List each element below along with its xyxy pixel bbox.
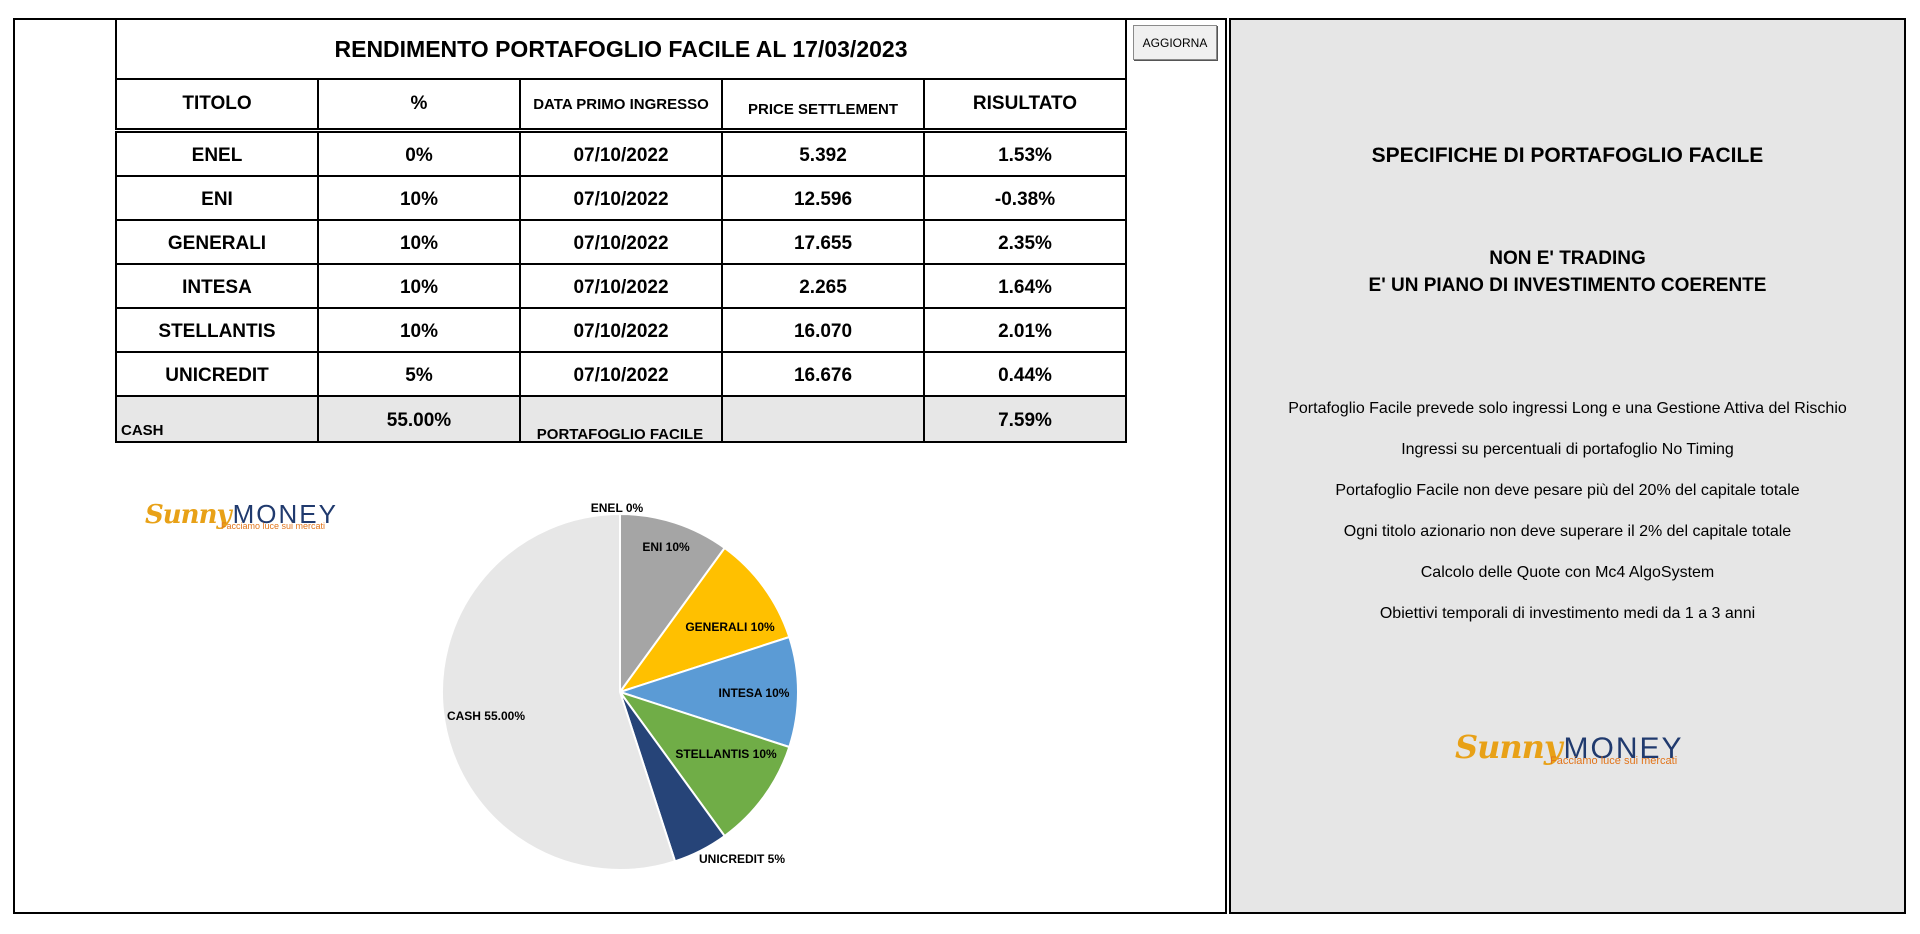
cash-empty-price bbox=[721, 395, 925, 443]
cash-risultato: 7.59% bbox=[923, 395, 1127, 443]
cell-titolo: STELLANTIS bbox=[115, 307, 319, 353]
cash-empty-data bbox=[519, 395, 723, 443]
logo-tagline: Facciamo luce sui mercati bbox=[1550, 755, 1678, 767]
spec-item: Ingressi su percentuali di portafoglio N… bbox=[1401, 441, 1734, 458]
cell-price: 16.070 bbox=[721, 307, 925, 353]
pie-label-unicredit: UNICREDIT 5% bbox=[699, 852, 785, 866]
pie-slice-intesa bbox=[616, 635, 799, 749]
cell-risultato: 2.01% bbox=[923, 307, 1127, 353]
logo-money-text: MONEY bbox=[1563, 732, 1684, 765]
pie-label-eni: ENI 10% bbox=[642, 540, 690, 554]
cell-risultato: -0.38% bbox=[923, 175, 1127, 221]
cell-price: 12.596 bbox=[721, 175, 925, 221]
spec-item: Portafoglio Facile non deve pesare più d… bbox=[1335, 482, 1800, 499]
pie-slice-eni bbox=[619, 512, 727, 696]
logo-tagline: Facciamo luce sui mercati bbox=[221, 521, 326, 531]
cell-risultato: 1.64% bbox=[923, 263, 1127, 309]
cell-percent: 10% bbox=[317, 263, 521, 309]
cell-titolo: ENI bbox=[115, 175, 319, 221]
pie-slice-cash bbox=[441, 512, 677, 871]
pie-label-generali: GENERALI 10% bbox=[685, 620, 775, 634]
table-header-row: TITOLO % DATA PRIMO INGRESSO PRICE SETTL… bbox=[115, 78, 1127, 132]
sunny-money-logo: Sunny MONEY Facciamo luce sui mercati bbox=[145, 496, 338, 531]
specs-panel: SPECIFICHE DI PORTAFOGLIO FACILE NON E' … bbox=[1229, 18, 1906, 914]
cell-percent: 0% bbox=[317, 129, 521, 177]
table-row: ENEL 0% 07/10/2022 5.392 1.53% bbox=[115, 129, 1127, 177]
specs-title: SPECIFICHE DI PORTAFOGLIO FACILE bbox=[1371, 144, 1764, 167]
cell-percent: 10% bbox=[317, 175, 521, 221]
spec-item: Calcolo delle Quote con Mc4 AlgoSystem bbox=[1420, 564, 1715, 581]
cell-data: 07/10/2022 bbox=[519, 175, 723, 221]
logo-sunny-text: Sunny bbox=[1455, 728, 1562, 766]
cell-percent: 10% bbox=[317, 219, 521, 265]
cell-price: 2.265 bbox=[721, 263, 925, 309]
notice-line-1: NON E' TRADING bbox=[1489, 248, 1646, 269]
cell-risultato: 1.53% bbox=[923, 129, 1127, 177]
pie-label-stellantis: STELLANTIS 10% bbox=[675, 747, 777, 761]
cell-titolo: GENERALI bbox=[115, 219, 319, 265]
cell-risultato: 0.44% bbox=[923, 351, 1127, 397]
performance-table: RENDIMENTO PORTAFOGLIO FACILE AL 17/03/2… bbox=[115, 18, 1127, 443]
cell-risultato: 2.35% bbox=[923, 219, 1127, 265]
chart-title: PORTAFOGLIO FACILE bbox=[536, 426, 704, 443]
cell-data: 07/10/2022 bbox=[519, 219, 723, 265]
pie-label-enel: ENEL 0% bbox=[591, 501, 644, 515]
cell-data: 07/10/2022 bbox=[519, 351, 723, 397]
aggiorna-button[interactable]: AGGIORNA bbox=[1133, 25, 1217, 60]
table-row: STELLANTIS 10% 07/10/2022 16.070 2.01% bbox=[115, 307, 1127, 353]
column-header-risultato: RISULTATO bbox=[923, 78, 1127, 132]
pie-label-cash: CASH 55.00% bbox=[447, 709, 525, 723]
cell-titolo: ENEL bbox=[115, 129, 319, 177]
pie-slice-stellantis bbox=[617, 690, 791, 838]
logo-money-text: MONEY bbox=[232, 499, 338, 529]
cell-percent: 5% bbox=[317, 351, 521, 397]
table-row: UNICREDIT 5% 07/10/2022 16.676 0.44% bbox=[115, 351, 1127, 397]
cash-row: CASH 55.00% 7.59% bbox=[115, 395, 1127, 443]
cell-data: 07/10/2022 bbox=[519, 307, 723, 353]
notice-line-2: E' UN PIANO DI INVESTIMENTO COERENTE bbox=[1368, 275, 1767, 296]
portfolio-pie-chart: ENEL 0% ENI 10% GENERALI 10% INTESA 10% STEL… bbox=[441, 501, 799, 871]
cell-price: 5.392 bbox=[721, 129, 925, 177]
cell-titolo: INTESA bbox=[115, 263, 319, 309]
table-title: RENDIMENTO PORTAFOGLIO FACILE AL 17/03/2… bbox=[115, 18, 1127, 80]
table-row: ENI 10% 07/10/2022 12.596 -0.38% bbox=[115, 175, 1127, 221]
cell-data: 07/10/2022 bbox=[519, 129, 723, 177]
column-header-percent: % bbox=[317, 78, 521, 132]
cash-percent: 55.00% bbox=[317, 395, 521, 443]
column-header-price-settlement: PRICE SETTLEMENT bbox=[721, 78, 925, 132]
cash-label: CASH bbox=[115, 395, 319, 443]
sunny-money-logo: Sunny MONEY Facciamo luce sui mercati bbox=[1455, 726, 1684, 767]
cell-price: 17.655 bbox=[721, 219, 925, 265]
column-header-data-primo-ingresso: DATA PRIMO INGRESSO bbox=[519, 78, 723, 132]
pie-label-intesa: INTESA 10% bbox=[719, 686, 790, 700]
spec-item: Ogni titolo azionario non deve superare … bbox=[1343, 523, 1792, 540]
column-header-titolo: TITOLO bbox=[115, 78, 319, 132]
table-row: GENERALI 10% 07/10/2022 17.655 2.35% bbox=[115, 219, 1127, 265]
spec-item: Portafoglio Facile prevede solo ingressi… bbox=[1288, 400, 1847, 417]
spec-item: Obiettivi temporali di investimento medi… bbox=[1379, 605, 1756, 622]
table-row: INTESA 10% 07/10/2022 2.265 1.64% bbox=[115, 263, 1127, 309]
logo-sunny-text: Sunny bbox=[145, 500, 232, 530]
cell-price: 16.676 bbox=[721, 351, 925, 397]
cell-percent: 10% bbox=[317, 307, 521, 353]
cell-data: 07/10/2022 bbox=[519, 263, 723, 309]
cell-titolo: UNICREDIT bbox=[115, 351, 319, 397]
pie-slice-generali bbox=[617, 546, 791, 694]
